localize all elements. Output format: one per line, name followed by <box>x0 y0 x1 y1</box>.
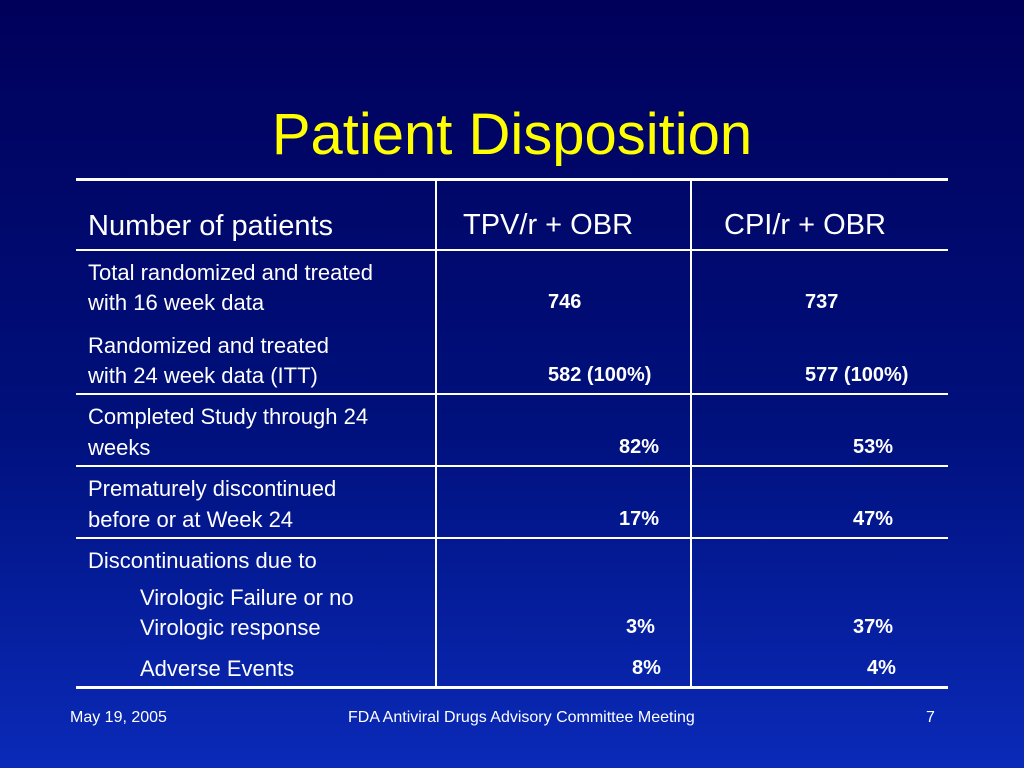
cpi-value: 37% <box>853 616 894 638</box>
cpi-value: 47% <box>853 508 894 530</box>
header-tpv: TPV/r + OBR <box>463 209 634 241</box>
tpv-value: 746 <box>548 291 582 313</box>
tpv-value: 17% <box>619 508 660 530</box>
cpi-value: 53% <box>853 436 894 458</box>
row-label-line: Prematurely discontinued <box>88 476 337 501</box>
row-label-line: before or at Week 24 <box>88 507 294 532</box>
cpi-value: 4% <box>867 657 896 679</box>
table-bottom-border <box>76 686 948 689</box>
header-cpi: CPI/r + OBR <box>724 209 886 241</box>
row-label-line: Discontinuations due to <box>88 548 317 573</box>
cpi-value: 737 <box>805 291 839 313</box>
row-label-line: Total randomized and treated <box>88 260 373 285</box>
row-label-line: Virologic Failure or no <box>140 585 354 610</box>
footer-date: May 19, 2005 <box>70 709 167 726</box>
tpv-value: 8% <box>632 657 661 679</box>
row-label-line: with 24 week data (ITT) <box>88 363 318 388</box>
tpv-value: 82% <box>619 436 660 458</box>
table-top-border <box>76 178 948 181</box>
row-label-line: Completed Study through 24 <box>88 404 369 429</box>
row-label-line: Adverse Events <box>140 656 295 681</box>
cpi-value: 577 (100%) <box>805 364 909 386</box>
tpv-value: 3% <box>626 616 655 638</box>
header-divider <box>76 249 948 251</box>
row-label-line: weeks <box>88 435 151 460</box>
row-divider <box>76 537 948 539</box>
row-divider <box>76 465 948 467</box>
tpv-value: 582 (100%) <box>548 364 652 386</box>
row-label-line: Randomized and treated <box>88 333 329 358</box>
header-number-of-patients: Number of patients <box>88 210 334 242</box>
footer-meeting: FDA Antiviral Drugs Advisory Committee M… <box>348 709 695 726</box>
column-divider <box>690 180 692 687</box>
row-label-line: Virologic response <box>140 615 321 640</box>
row-label-line: with 16 week data <box>88 290 265 315</box>
row-divider <box>76 393 948 395</box>
slide-title: Patient Disposition <box>271 102 753 167</box>
footer-page-number: 7 <box>926 709 935 726</box>
column-divider <box>435 180 437 687</box>
